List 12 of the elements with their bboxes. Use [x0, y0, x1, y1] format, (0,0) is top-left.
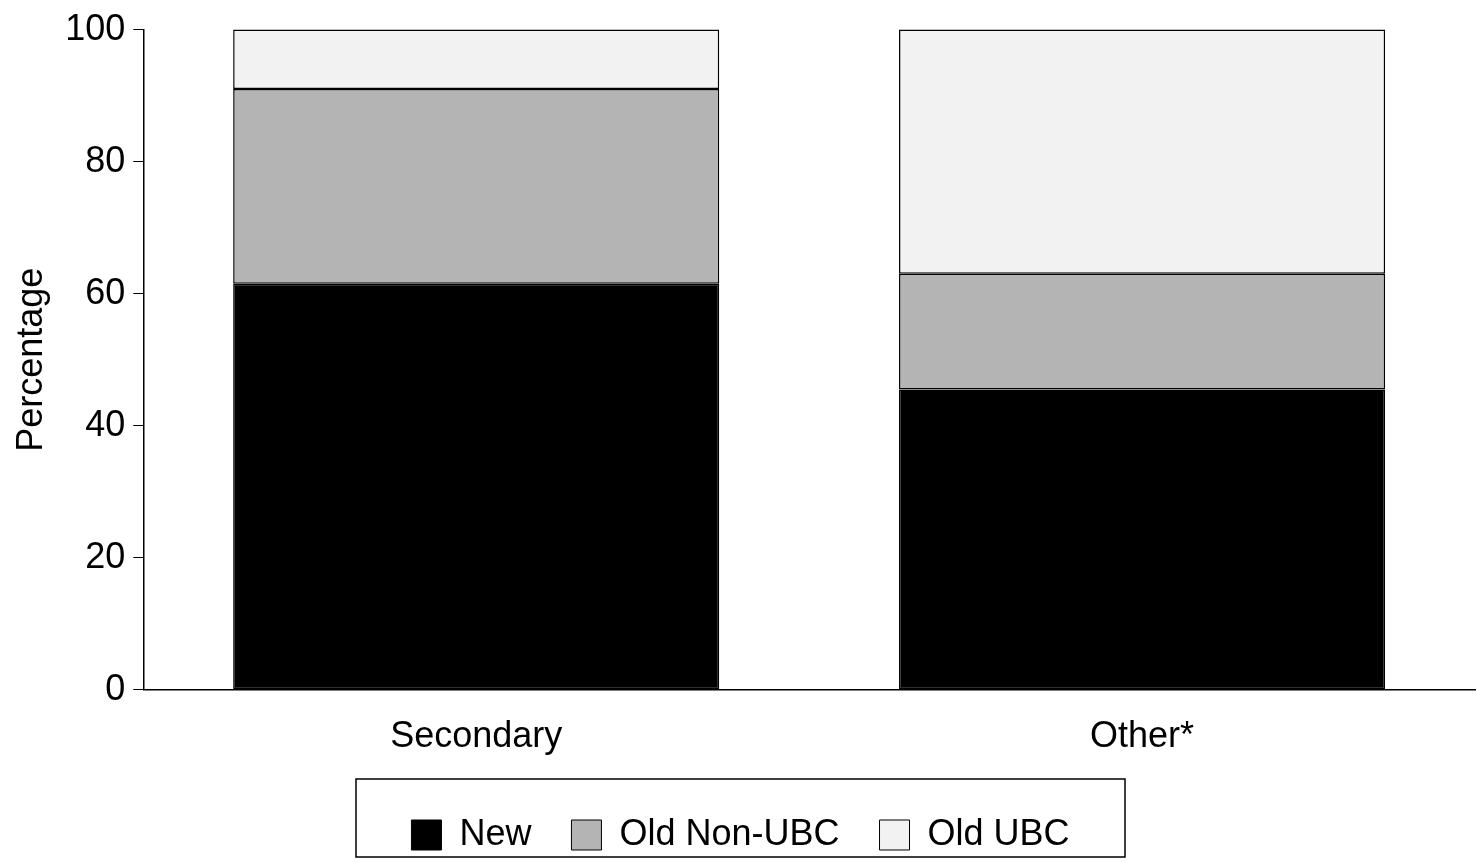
legend-label: New: [459, 811, 533, 853]
legend-label: Old Non-UBC: [619, 811, 840, 853]
y-tick-label: 40: [85, 402, 126, 444]
x-tick-label: Secondary: [390, 714, 563, 756]
y-tick-label: 80: [85, 138, 126, 180]
legend-label: Old UBC: [927, 811, 1070, 853]
y-tick-label: 60: [85, 270, 126, 312]
y-axis-title: Percentage: [8, 267, 50, 452]
y-tick-label: 100: [65, 6, 126, 48]
y-tick-label: 20: [85, 534, 126, 576]
y-tick-label: 0: [105, 666, 126, 708]
x-tick-label: Other*: [1090, 714, 1195, 756]
